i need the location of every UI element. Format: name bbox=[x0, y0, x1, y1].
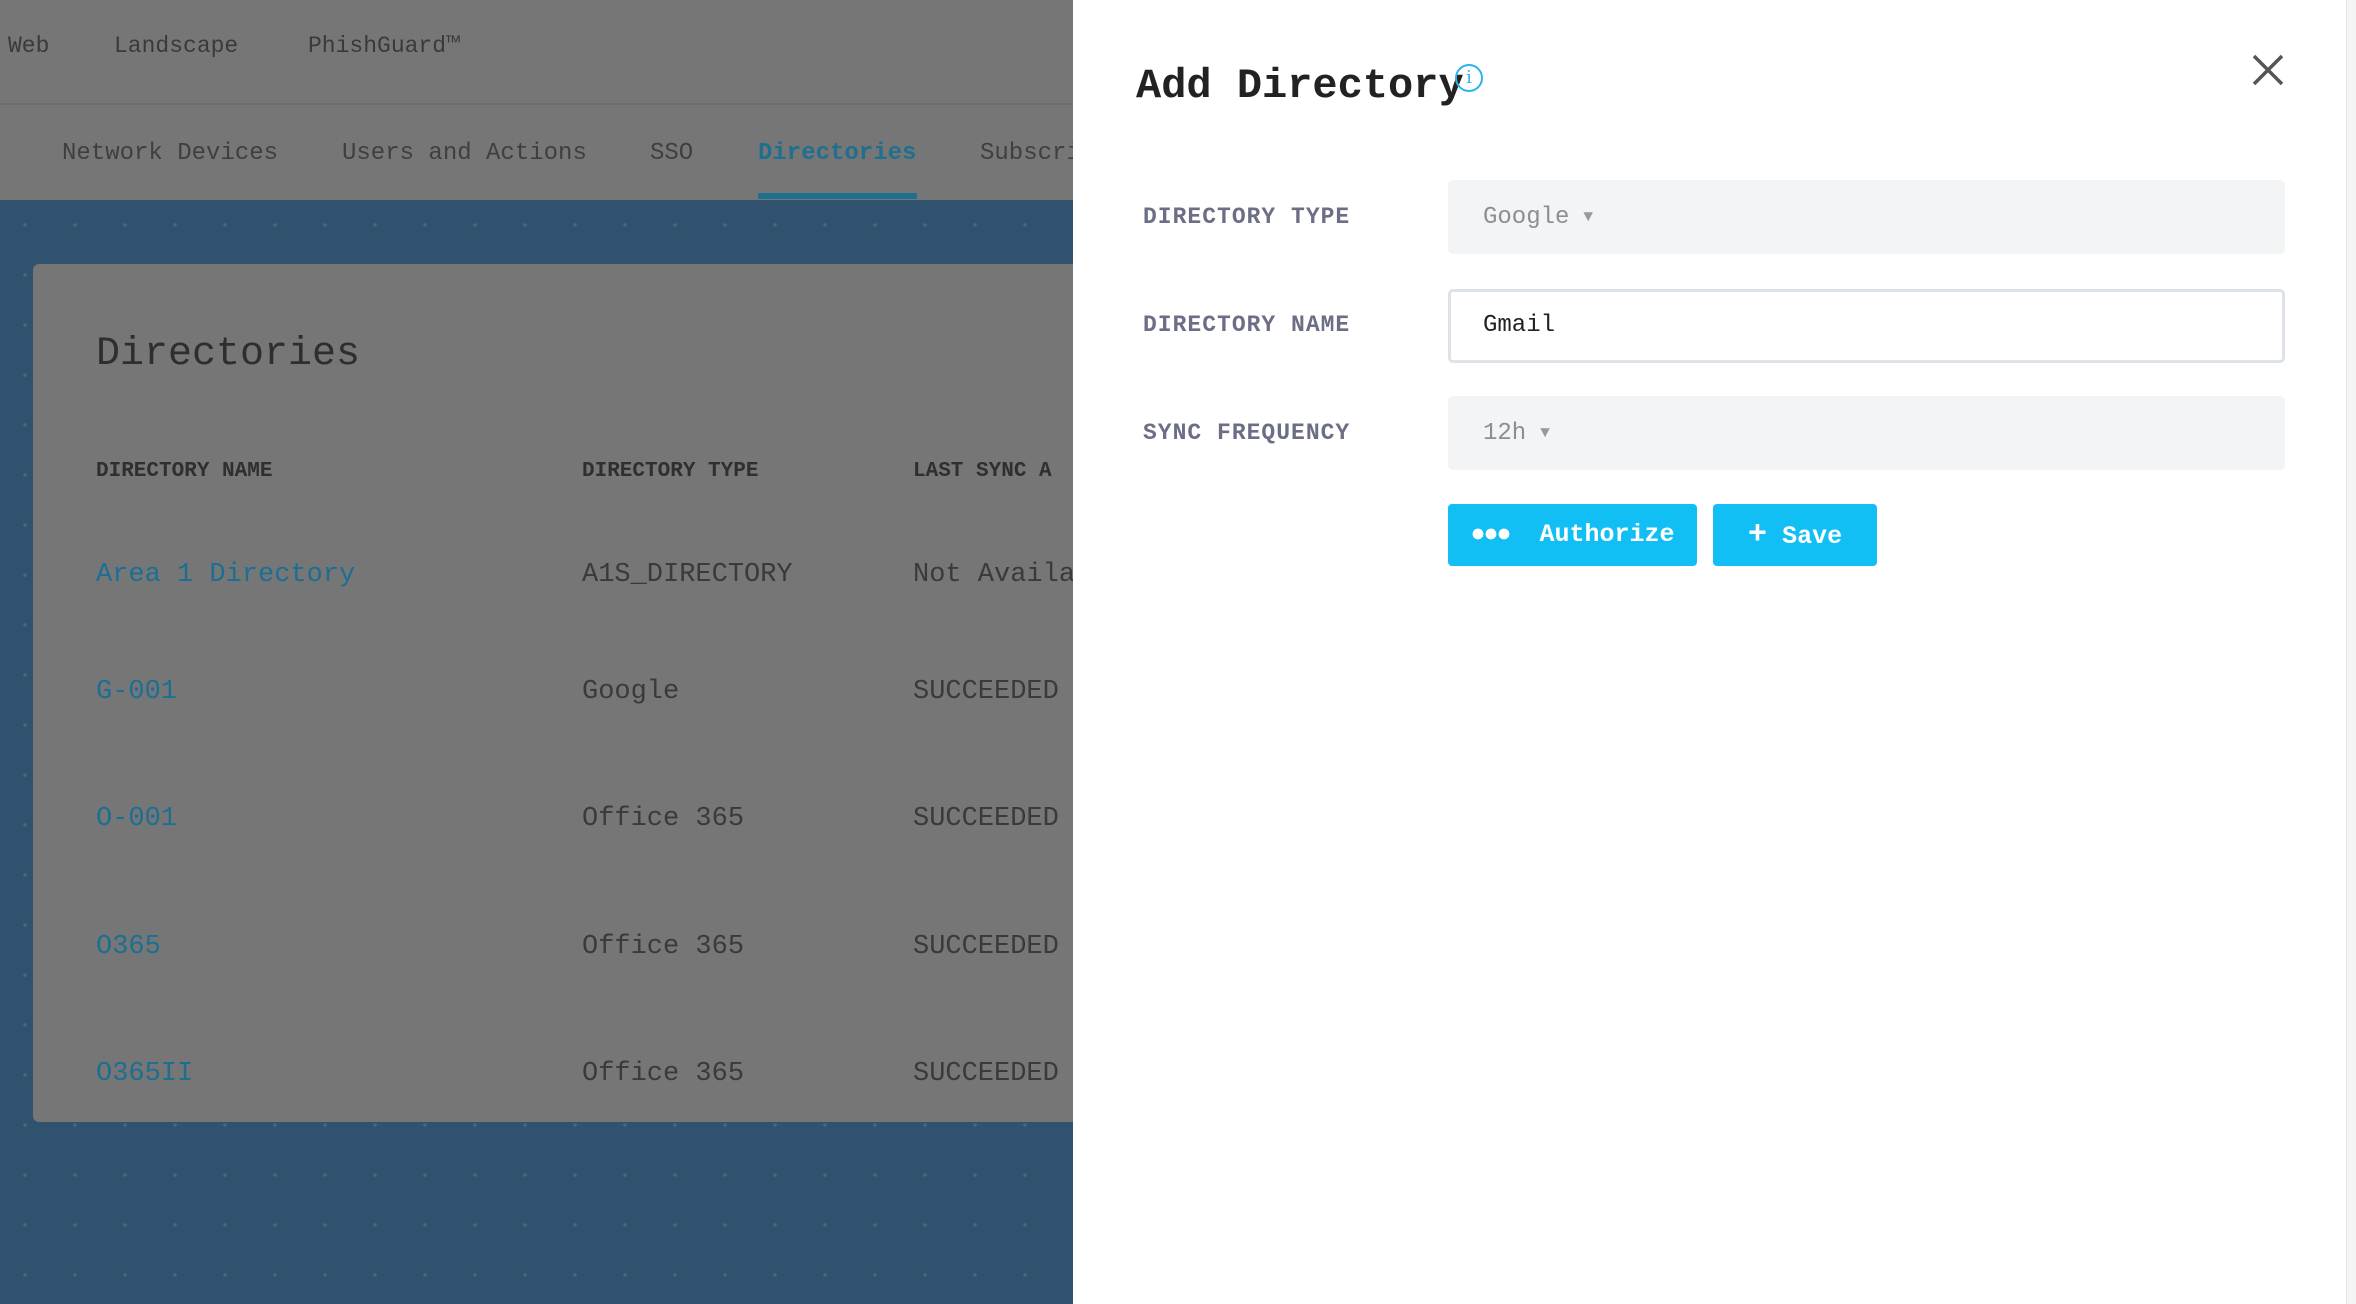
more-dots-icon: ●●● bbox=[1470, 520, 1511, 549]
tab-network-devices[interactable]: Network Devices bbox=[62, 140, 279, 167]
directory-type-select[interactable]: Google ▼ bbox=[1448, 180, 2285, 254]
directory-name-label: DIRECTORY NAME bbox=[1143, 312, 1351, 338]
directory-name-link[interactable]: O-001 bbox=[96, 804, 178, 834]
directory-type-value: Google bbox=[1483, 204, 1570, 231]
sync-frequency-select[interactable]: 12h ▼ bbox=[1448, 396, 2285, 470]
table-cell: SUCCEEDED bbox=[913, 804, 1059, 834]
add-directory-panel: Add Directory i DIRECTORY TYPE Google ▼ D… bbox=[1073, 0, 2356, 1304]
caret-down-icon: ▼ bbox=[1583, 208, 1594, 226]
info-icon[interactable]: i bbox=[1455, 64, 1483, 92]
sync-frequency-value: 12h bbox=[1483, 420, 1527, 447]
save-button[interactable]: + Save bbox=[1713, 504, 1877, 566]
table-cell: Office 365 bbox=[582, 932, 745, 962]
table-cell: SUCCEEDED bbox=[913, 932, 1059, 962]
table-cell: Not Availa bbox=[913, 560, 1073, 590]
table-cell: Google bbox=[582, 677, 680, 707]
caret-down-icon: ▼ bbox=[1540, 424, 1550, 442]
table-cell: SUCCEEDED bbox=[913, 677, 1059, 707]
authorize-button[interactable]: ●●● Authorize bbox=[1448, 504, 1697, 566]
directory-name-link[interactable]: Area 1 Directory bbox=[96, 560, 356, 590]
directory-name-link[interactable]: O365II bbox=[96, 1059, 194, 1089]
nav-web[interactable]: Web bbox=[8, 33, 50, 59]
scrollbar[interactable] bbox=[2346, 0, 2356, 1304]
save-label: Save bbox=[1782, 522, 1843, 551]
directory-name-link[interactable]: O365 bbox=[96, 932, 161, 962]
table-cell: A1S_DIRECTORY bbox=[582, 560, 793, 590]
table-cell: Office 365 bbox=[582, 1059, 745, 1089]
card-title: Directories bbox=[96, 332, 361, 377]
modal-backdrop[interactable]: Web Landscape PhishGuard™ Network Device… bbox=[0, 0, 1073, 1304]
tab-subscriptions[interactable]: Subscri bbox=[980, 140, 1073, 167]
authorize-label: Authorize bbox=[1539, 520, 1675, 549]
panel-title: Add Directory bbox=[1136, 62, 1464, 110]
directory-type-label: DIRECTORY TYPE bbox=[1143, 204, 1351, 230]
sync-frequency-label: SYNC FREQUENCY bbox=[1143, 420, 1351, 446]
plus-icon: + bbox=[1747, 516, 1768, 553]
active-tab-indicator bbox=[758, 193, 917, 199]
column-header: DIRECTORY TYPE bbox=[582, 460, 759, 483]
table-cell: Office 365 bbox=[582, 804, 745, 834]
nav-landscape[interactable]: Landscape bbox=[114, 33, 239, 59]
tab-users-and-actions[interactable]: Users and Actions bbox=[342, 140, 587, 167]
tab-sso[interactable]: SSO bbox=[650, 140, 694, 167]
directory-name-link[interactable]: G-001 bbox=[96, 677, 178, 707]
column-header: DIRECTORY NAME bbox=[96, 460, 273, 483]
directories-card: Directories DIRECTORY NAME DIRECTORY TYP… bbox=[33, 264, 1073, 1122]
directory-name-input[interactable]: Gmail bbox=[1448, 289, 2285, 363]
close-icon[interactable] bbox=[2250, 52, 2286, 88]
tab-directories[interactable]: Directories bbox=[758, 140, 917, 167]
top-nav: Web Landscape PhishGuard™ bbox=[0, 0, 1073, 105]
column-header: LAST SYNC A bbox=[913, 460, 1052, 483]
tab-bar: Network Devices Users and Actions SSO Di… bbox=[0, 105, 1073, 200]
table-cell: SUCCEEDED bbox=[913, 1059, 1059, 1089]
nav-phishguard[interactable]: PhishGuard™ bbox=[308, 33, 460, 59]
